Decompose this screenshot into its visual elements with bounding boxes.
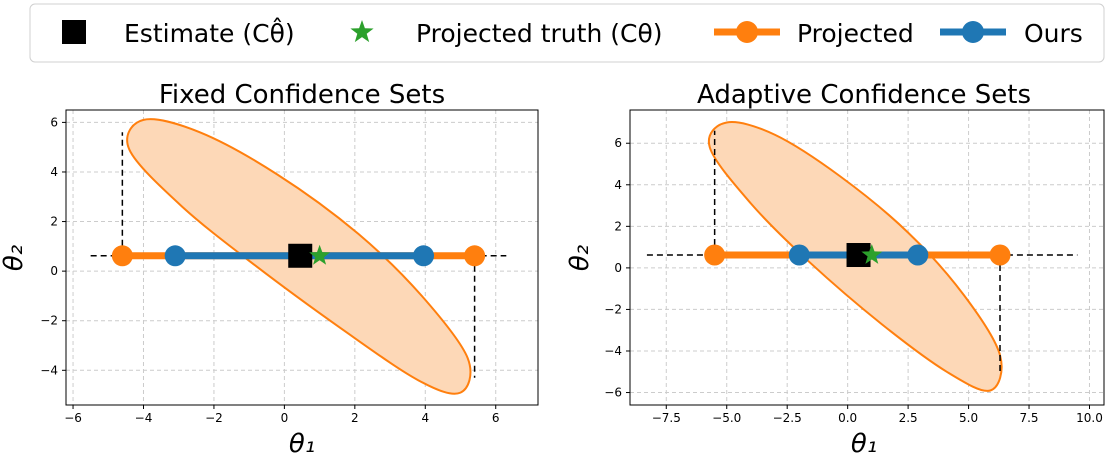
x-tick-label: 5.0 [959,411,978,425]
y-tick-label: −4 [604,344,622,358]
axes-frame [65,109,539,406]
y-tick-label: −2 [604,302,622,316]
ours-interval-endpoint [907,244,929,266]
legend-truth-label: Projected truth (Cθ) [416,19,663,48]
legend-projected-label: Projected [797,19,914,48]
x-tick-label: −2.5 [773,411,802,425]
ours-interval-endpoint [164,245,186,267]
y-axis-label: θ₂ [565,245,595,271]
legend-ours-marker [962,21,984,43]
y-axis-label: θ₂ [0,245,29,271]
y-tick-label: 2 [614,219,622,233]
legend-estimate-marker [62,20,86,44]
x-axis-label: θ₁ [851,429,877,459]
y-tick-label: 2 [50,215,58,229]
y-tick-label: 4 [50,165,58,179]
y-tick-label: 0 [50,264,58,278]
legend: Estimate (Cθ̂) Projected truth (Cθ) Proj… [29,3,1105,63]
projected-interval-endpoint [111,245,133,267]
x-tick-label: −7.5 [652,411,681,425]
panel-fixed-confidence-sets: Fixed Confidence Sets θ₂ θ₁ −6 −4 −2 0 2 4 6 −4… [0,80,539,459]
chart-title: Fixed Confidence Sets [159,80,445,110]
x-tick-label: 0.0 [838,411,857,425]
y-tick-label: 4 [614,178,622,192]
x-axis-label: θ₁ [289,429,315,459]
legend-projected-marker [736,21,758,43]
x-tick-label: 7.5 [1019,411,1038,425]
y-tick-label: 6 [614,136,622,150]
x-tick-label: −6 [64,411,82,425]
panel-adaptive-confidence-sets: Adaptive Confidence Sets θ₂ θ₁ −7.5 −5.0 −… [565,80,1105,459]
x-tick-label: −2 [205,411,223,425]
x-tick-label: 10.0 [1076,411,1103,425]
estimate-marker [288,243,313,268]
projected-interval-endpoint [464,245,486,267]
chart-title: Adaptive Confidence Sets [697,80,1031,110]
y-tick-label: 6 [50,115,58,129]
projected-interval-endpoint [704,244,726,266]
ours-interval-endpoint [788,244,810,266]
projected-truth-star-icon [309,244,331,265]
x-tick-label: 0 [281,411,289,425]
projected-truth-star-icon [861,244,883,264]
x-tick-label: 2.5 [899,411,918,425]
y-tick-label: 0 [614,261,622,275]
projected-interval-endpoint [989,244,1011,266]
legend-frame [29,3,1105,63]
legend-truth-star-icon [350,20,374,43]
axes-frame [629,109,1105,406]
legend-estimate-label: Estimate (Cθ̂) [124,17,295,48]
y-tick-label: −4 [40,363,58,377]
y-tick-label: −6 [604,386,622,400]
x-tick-label: −5.0 [712,411,741,425]
x-tick-label: 2 [351,411,359,425]
y-tick-label: −2 [40,314,58,328]
x-tick-label: −4 [135,411,153,425]
legend-ours-label: Ours [1024,19,1083,48]
x-tick-label: 6 [492,411,500,425]
x-tick-label: 4 [421,411,429,425]
ours-interval-endpoint [413,245,435,267]
